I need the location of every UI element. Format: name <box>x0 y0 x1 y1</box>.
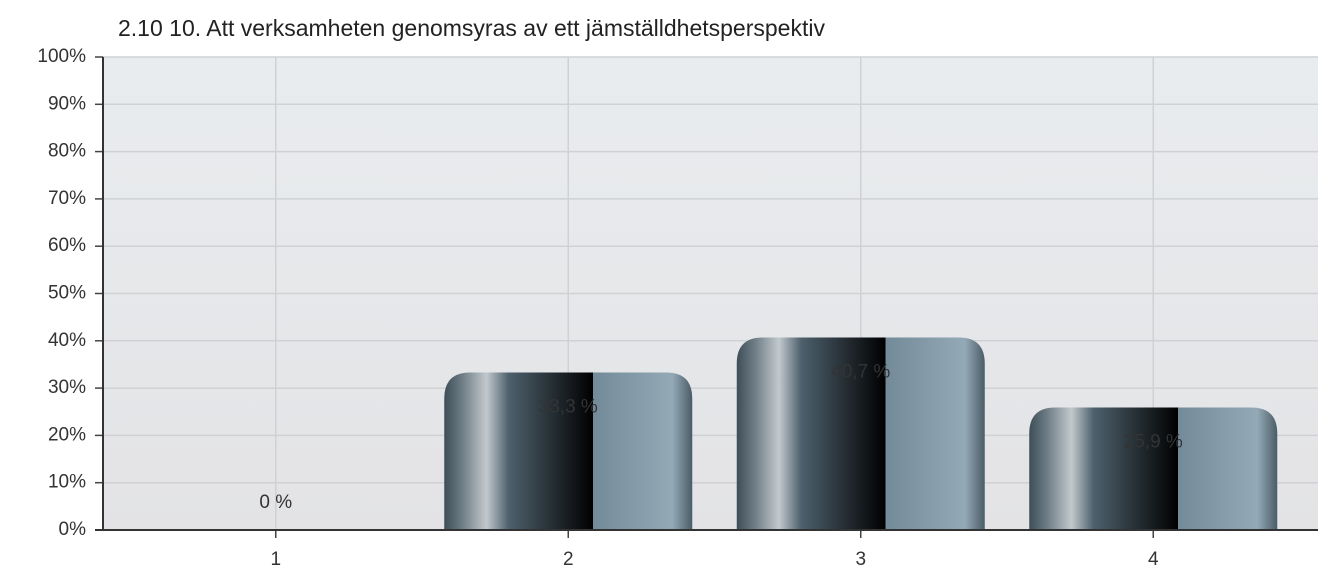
x-tick-label: 3 <box>855 549 866 570</box>
data-label: 0 % <box>259 492 292 513</box>
bar <box>736 337 985 530</box>
y-tick-label: 90% <box>48 93 86 114</box>
x-tick-label: 1 <box>270 549 281 570</box>
y-tick-label: 70% <box>48 188 86 209</box>
y-tick-label: 100% <box>37 46 86 67</box>
bar <box>444 372 693 530</box>
data-label: 25,9 % <box>1124 432 1183 453</box>
y-tick-label: 30% <box>48 377 86 398</box>
bar <box>1029 407 1278 530</box>
data-label: 40,7 % <box>831 362 890 383</box>
y-tick-label: 50% <box>48 283 86 304</box>
y-tick-label: 20% <box>48 424 86 445</box>
y-tick-label: 10% <box>48 472 86 493</box>
data-label: 33,3 % <box>539 397 598 418</box>
y-tick-label: 80% <box>48 141 86 162</box>
x-tick-label: 2 <box>563 549 574 570</box>
y-tick-label: 40% <box>48 330 86 351</box>
x-tick-label: 4 <box>1148 549 1159 570</box>
chart-title: 2.10 10. Att verksamheten genomsyras av … <box>118 15 825 41</box>
y-tick-label: 60% <box>48 235 86 256</box>
y-tick-label: 0% <box>59 519 87 540</box>
